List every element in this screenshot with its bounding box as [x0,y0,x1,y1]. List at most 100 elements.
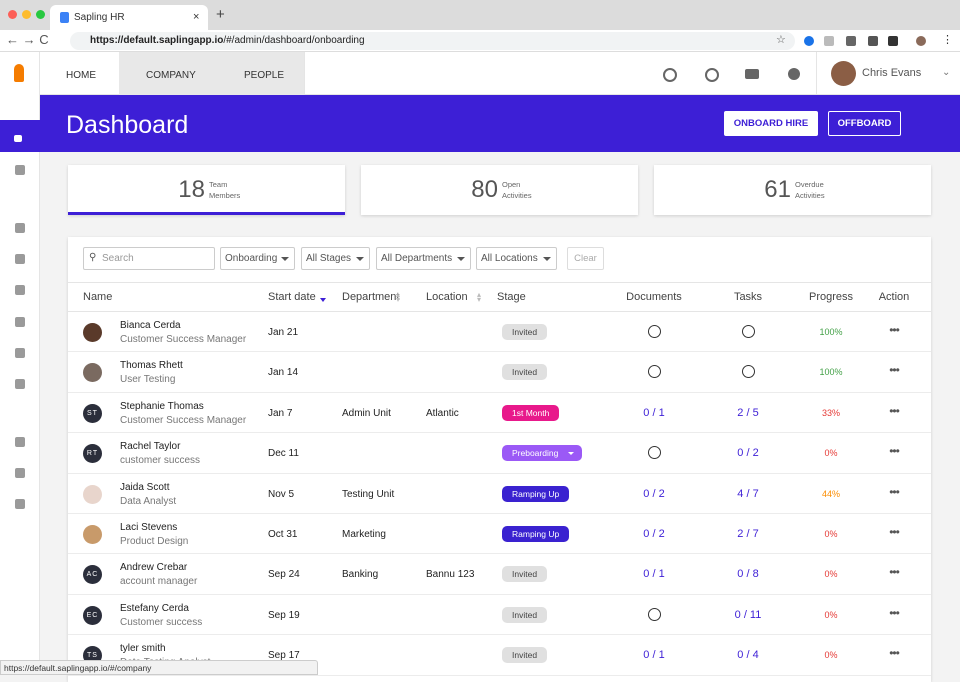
column-header[interactable]: Stage [497,291,526,303]
start-date: Jan 21 [268,327,299,338]
table-row[interactable]: ST Stephanie Thomas Customer Success Manag… [68,393,931,434]
column-header[interactable]: Name [83,291,113,303]
stat-label: Activities [502,191,532,200]
column-header[interactable]: Tasks [733,291,763,303]
sidebar-active[interactable] [0,120,40,152]
employee-name: Laci Stevens [120,522,178,533]
header: Dashboard ONBOARD HIRE OFFBOARD [40,95,960,152]
employee-name: Stephanie Thomas [120,400,204,412]
tasks-empty [742,365,755,379]
employee-title: account manager [120,576,198,588]
stage-pill: Invited [502,606,548,623]
documents-count[interactable]: 0 / 2 [643,528,665,540]
action-menu[interactable]: ••• [889,484,900,499]
filter-dropdown[interactable]: All Stages [301,247,370,270]
documents-empty [648,607,661,621]
tab-title: Sapling HR [74,12,125,23]
avatar [83,484,102,504]
tasks-count[interactable]: 0 / 11 [734,608,762,621]
table-row[interactable]: Jaida Scott Data Analyst Nov 5 Testing Unit… [68,474,931,514]
column-header[interactable]: Progress [808,291,854,303]
stat-value: 80 [471,176,498,203]
stage-pill[interactable]: Preboarding [502,445,583,462]
avatar: ST [83,403,102,423]
table-row[interactable]: AC Andrew Crebar account manager Sep 24 Bank… [68,554,931,595]
browser-tab[interactable]: Sapling HR × [50,5,208,30]
action-menu[interactable]: ••• [889,525,900,539]
department: Testing Unit [342,488,395,500]
clear-button[interactable]: Clear [567,247,604,270]
documents-count[interactable]: 0 / 1 [643,568,665,581]
dropdown-label: All Stages [306,253,352,264]
table-row[interactable]: RT Rachel Taylor customer success Dec 11 Pre… [68,433,931,474]
table-row[interactable]: Laci Stevens Product Design Oct 31 Marketin… [68,514,931,555]
stat-card: 80 Open Activities [361,165,638,215]
nav-tab[interactable]: COMPANY [146,70,196,81]
documents-count[interactable]: 0 / 2 [643,487,665,500]
search-input[interactable]: ⚲ Search [83,247,215,270]
table-row[interactable]: Thomas Rhett User Testing Jan 14 Invited 100… [68,352,931,393]
employee-name: Andrew Crebar [120,562,188,574]
filter-dropdown[interactable]: All Locations [476,247,557,270]
tasks-count[interactable]: 0 / 4 [737,649,759,662]
nav-tab[interactable]: HOME [66,70,96,81]
stat-label: Team [209,180,228,189]
employee-title: Customer Success Manager [120,414,247,426]
column-header[interactable]: Action [878,291,910,303]
table-row[interactable]: Bianca Cerda Customer Success Manager Jan … [68,312,931,353]
start-date: Nov 5 [268,488,295,500]
progress: 0% [824,448,838,459]
tasks-count[interactable]: 0 / 2 [737,447,759,460]
column-header[interactable]: Location [426,291,468,303]
start-date: Dec 11 [268,448,299,460]
tasks-count[interactable]: 4 / 7 [737,487,759,500]
stage-caret [568,452,575,456]
search-placeholder: Search [102,253,134,264]
employee-title: Product Design [120,536,189,547]
table-row[interactable]: EC Estefany Cerda Customer success Sep 19 In… [68,595,931,636]
start-date: Oct 31 [268,529,298,540]
department: Banking [342,569,379,581]
start-date: Jan 14 [268,367,299,379]
action-menu[interactable]: ••• [889,444,900,459]
action-menu[interactable]: ••• [889,565,900,580]
tasks-count[interactable]: 2 / 7 [737,528,759,540]
dropdown-caret [281,257,289,261]
tasks-count[interactable]: 2 / 5 [737,406,759,419]
documents-empty [648,446,661,460]
employee-title: customer success [120,455,201,467]
user-name[interactable]: Chris Evans [862,67,922,79]
documents-count[interactable]: 0 / 1 [643,406,665,419]
stat-label: Open [502,180,521,189]
column-header[interactable]: Start date [268,291,316,303]
sort-indicator: ▴ ▾ [396,290,401,304]
documents-count[interactable]: 0 / 1 [643,649,665,662]
stat-card: 18 Team Members [68,165,345,215]
action-menu[interactable]: ••• [889,363,900,378]
onboard-button[interactable]: ONBOARD HIRE [724,111,818,136]
filter-dropdown[interactable]: All Departments [376,247,471,270]
action-menu[interactable]: ••• [889,605,900,620]
offboard-button[interactable]: OFFBOARD [828,111,901,136]
dropdown-caret [543,257,551,261]
dropdown-caret [356,257,364,261]
sort-indicator [320,298,326,302]
dropdown-label: All Locations [481,253,538,264]
location: Atlantic [426,407,459,419]
action-menu[interactable]: ••• [889,646,900,661]
column-header[interactable]: Department [342,291,400,303]
employee-name: Bianca Cerda [120,320,181,331]
stage-pill: Ramping Up [502,485,570,502]
documents-empty [648,325,661,338]
url-field[interactable]: https://default.saplingapp.io/#/admin/da… [70,32,795,50]
column-header[interactable]: Documents [626,291,682,303]
nav-tab[interactable]: PEOPLE [244,70,285,81]
action-menu[interactable]: ••• [889,403,900,418]
tasks-count[interactable]: 0 / 8 [737,568,759,581]
avatar: RT [83,444,102,464]
table-card: ⚲ Search Clear Onboarding All Stages All D… [68,237,931,682]
action-menu[interactable]: ••• [889,323,900,337]
filter-dropdown[interactable]: Onboarding [220,247,295,270]
employee-name: tyler smith [120,643,166,655]
